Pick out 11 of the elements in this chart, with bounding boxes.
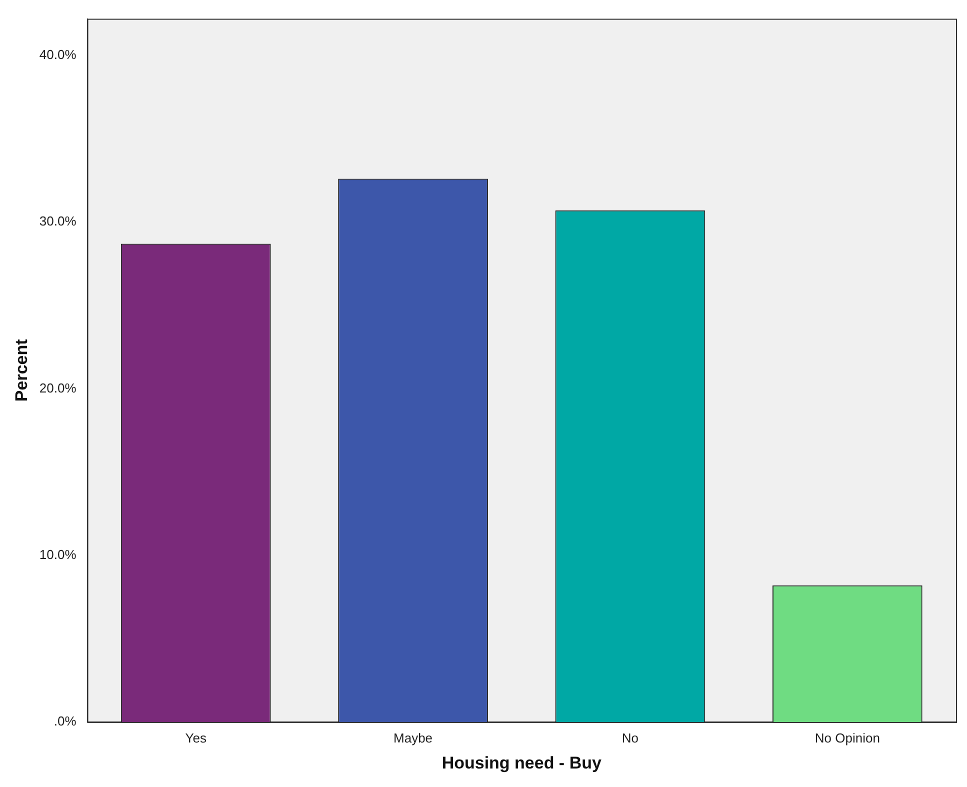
y-axis-title: Percent [12, 338, 31, 402]
x-tick-label: Maybe [394, 730, 433, 746]
x-tick-label: No [622, 730, 639, 746]
x-tick-label: No Opinion [814, 730, 880, 746]
y-tick-label: 10.0% [39, 546, 77, 562]
y-tick-label: 30.0% [39, 214, 77, 229]
y-tick-label: 20.0% [39, 380, 77, 396]
x-tick-label: Yes [185, 730, 207, 746]
y-tick-label: 40.0% [39, 47, 77, 62]
y-tick-label: .0% [54, 714, 77, 729]
x-axis-title: Housing need - Buy [442, 753, 602, 772]
